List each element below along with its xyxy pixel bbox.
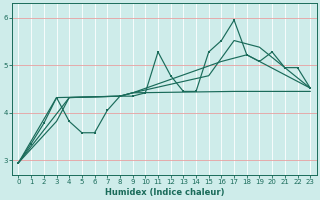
X-axis label: Humidex (Indice chaleur): Humidex (Indice chaleur)	[105, 188, 224, 197]
